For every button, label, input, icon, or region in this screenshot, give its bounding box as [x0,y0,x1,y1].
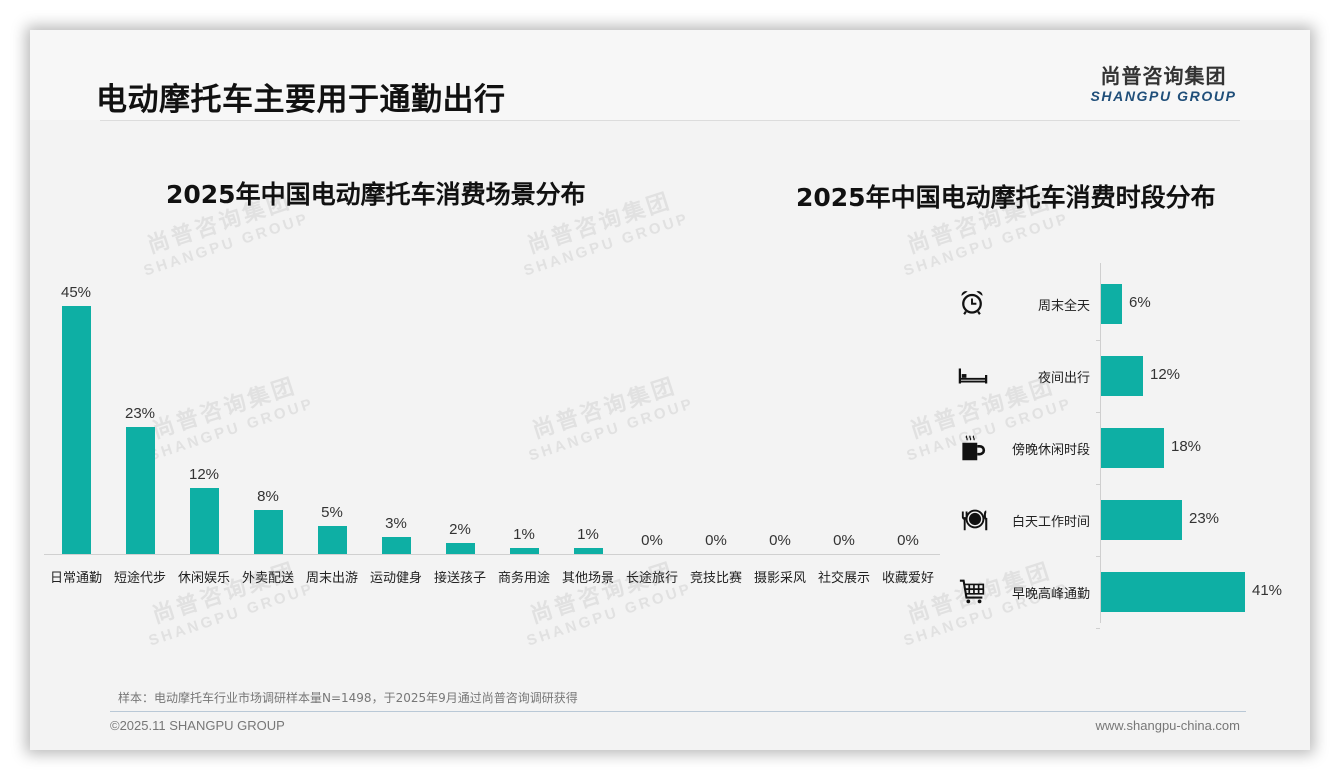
category-label: 早晚高峰通勤 [1011,587,1090,602]
bar-column: 0% 长途旅行 [620,270,684,600]
bar [318,526,347,554]
bar [190,488,219,554]
bar-value-label: 12% [1150,366,1181,383]
copyright: ©2025.11 SHANGPU GROUP [110,718,285,733]
bar-column: 0% 社交展示 [812,270,876,600]
sample-note: 样本：电动摩托车行业市场调研样本量N=1498，于2025年9月通过尚普咨询调研… [118,691,578,705]
bar-column: 23% 短途代步 [108,270,172,600]
bar [574,548,603,554]
bar [1101,572,1245,612]
bar [1101,500,1182,540]
bar-column: 5% 周末出游 [300,270,364,600]
bar-column: 1% 其他场景 [556,270,620,600]
bar-value-label: 5% [321,504,343,521]
period-chart-title: 2025年中国电动摩托车消费时段分布 [796,183,1216,212]
bar-value-label: 1% [577,526,599,543]
category-label: 社交展示 [817,571,870,586]
footer-divider [110,711,1246,712]
bar-value-label: 0% [641,532,663,549]
logo-en: SHANGPU GROUP [1090,88,1237,104]
bar-value-label: 1% [513,526,535,543]
bar-value-label: 41% [1252,582,1283,599]
bar [62,306,91,554]
bar [1101,356,1143,396]
category-label: 长途旅行 [625,571,678,586]
bar [1101,428,1164,468]
category-label: 接送孩子 [433,571,486,586]
axis-tick [1096,412,1100,413]
bar [510,548,539,554]
bar-value-label: 45% [60,284,92,301]
bar [446,543,475,554]
category-label: 夜间出行 [1037,371,1090,386]
bar-value-label: 0% [705,532,727,549]
category-label: 周末出游 [305,571,358,586]
bar-value-label: 0% [833,532,855,549]
axis-tick [1096,628,1100,629]
scene-bar-chart: 45% 日常通勤 23% 短途代步 12% 休闲娱乐 8% 外卖配送 5% 周末出游 3% 运动健身 2… [44,270,940,600]
x-axis-line [44,554,940,555]
period-row: 周末全天 6% [950,268,1300,340]
bar-column: 3% 运动健身 [364,270,428,600]
dining-plate-icon [958,504,990,536]
category-label: 短途代步 [113,571,166,586]
axis-tick [1096,484,1100,485]
alarm-clock-icon [958,288,990,320]
bar-column: 45% 日常通勤 [44,270,108,600]
scene-chart-title: 2025年中国电动摩托车消费场景分布 [166,180,586,209]
bar [254,510,283,554]
period-row: 早晚高峰通勤 41% [950,556,1300,628]
y-axis-line [1100,263,1101,623]
bar [382,537,411,554]
header-band [30,30,1310,120]
category-label: 外卖配送 [241,571,294,586]
bar-column: 2% 接送孩子 [428,270,492,600]
category-label: 日常通勤 [49,571,102,586]
bar-value-label: 2% [449,521,471,538]
website-link[interactable]: www.shangpu-china.com [1095,718,1240,733]
category-label: 休闲娱乐 [177,571,230,586]
page-title: 电动摩托车主要用于通勤出行 [96,82,506,118]
period-row: 傍晚休闲时段 18% [950,412,1300,484]
category-label: 商务用途 [497,571,550,586]
category-label: 运动健身 [369,571,422,586]
bed-icon [958,360,990,392]
period-row: 夜间出行 12% [950,340,1300,412]
bar-value-label: 23% [1189,510,1220,527]
slide: 电动摩托车主要用于通勤出行 尚普咨询集团 SHANGPU GROUP 尚普咨询集… [30,30,1310,750]
axis-tick [1096,340,1100,341]
bar-column: 8% 外卖配送 [236,270,300,600]
bar-value-label: 23% [124,405,156,422]
category-label: 傍晚休闲时段 [1011,443,1090,458]
category-label: 收藏爱好 [881,571,934,586]
bar-column: 0% 收藏爱好 [876,270,940,600]
title-divider [100,120,1240,121]
bar [126,427,155,554]
bar-value-label: 0% [897,532,919,549]
category-label: 摄影采风 [753,571,806,586]
logo: 尚普咨询集团 SHANGPU GROUP [1086,64,1241,104]
bar-column: 0% 竞技比赛 [684,270,748,600]
bar-value-label: 6% [1129,294,1151,311]
bar-value-label: 18% [1171,438,1202,455]
bar-column: 12% 休闲娱乐 [172,270,236,600]
bar-column: 1% 商务用途 [492,270,556,600]
logo-cn: 尚普咨询集团 [1100,64,1227,88]
axis-tick [1096,556,1100,557]
category-label: 其他场景 [561,571,614,586]
bar-value-label: 12% [188,466,220,483]
shopping-cart-icon [958,576,990,608]
bar-value-label: 3% [385,515,407,532]
bar-value-label: 8% [257,488,279,505]
period-bar-chart: 周末全天 6% 夜间出行 12% 傍晚休闲时段 18% 白天工作时间 23% 早晚高峰通勤 41% [950,260,1300,630]
period-row: 白天工作时间 23% [950,484,1300,556]
bar-value-label: 0% [769,532,791,549]
coffee-cup-icon [958,432,990,464]
bar [1101,284,1122,324]
bar-column: 0% 摄影采风 [748,270,812,600]
category-label: 竞技比赛 [689,571,742,586]
category-label: 周末全天 [1037,299,1090,314]
category-label: 白天工作时间 [1011,515,1090,530]
